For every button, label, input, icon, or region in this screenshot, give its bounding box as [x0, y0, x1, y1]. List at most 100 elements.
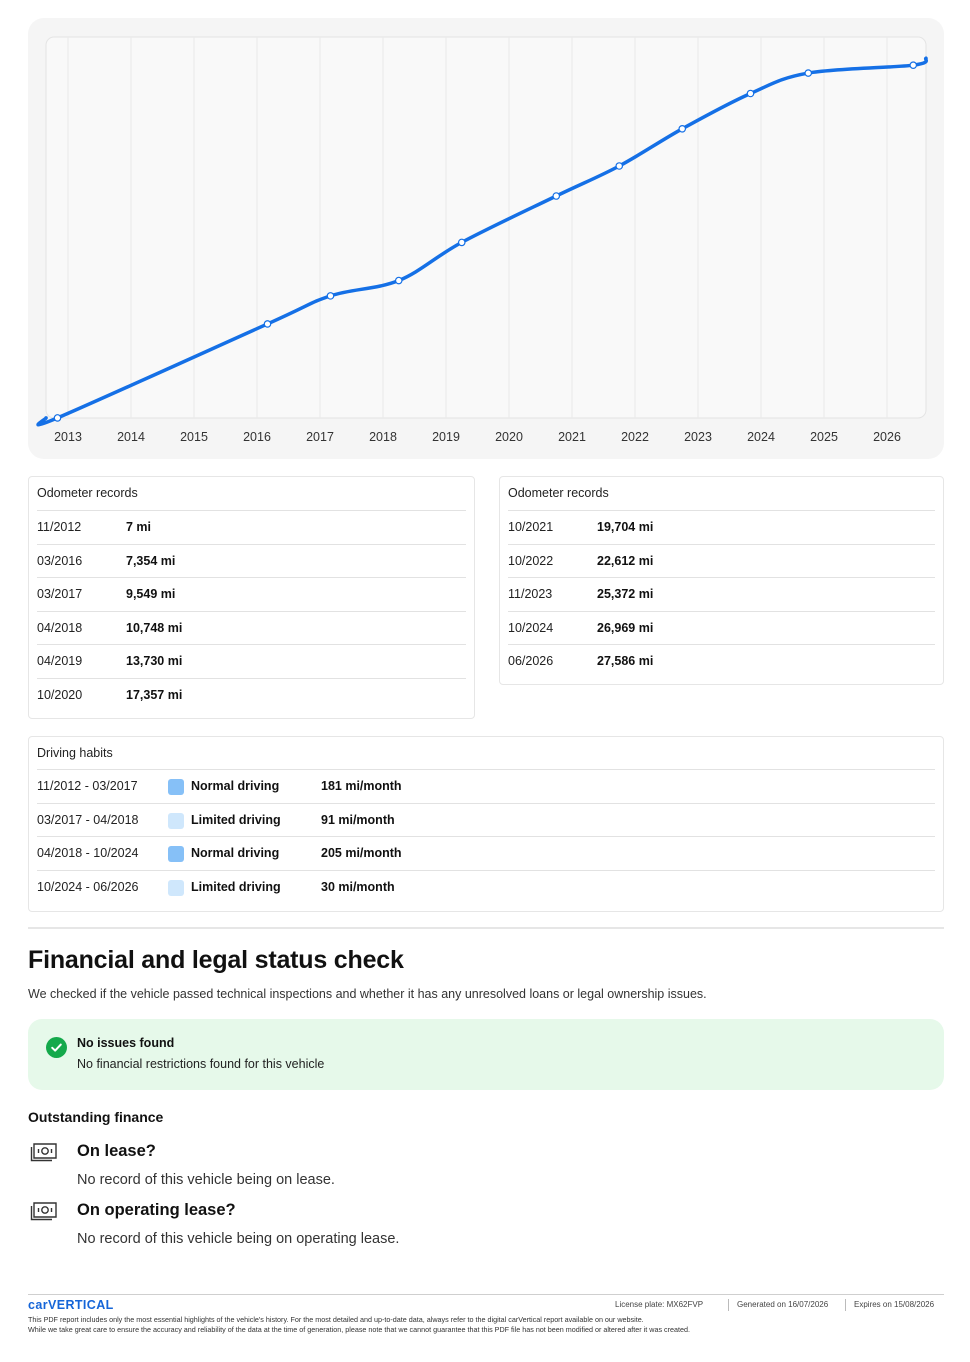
- odometer-chart: 2013 2014 2015 2016 2017 2018 2019 2020 2021 2022…: [28, 18, 944, 459]
- record-date: 03/2016: [37, 553, 83, 568]
- data-point: [394, 276, 403, 285]
- disclaimer-line-1: This PDF report includes only the most e…: [28, 1315, 644, 1324]
- record-date: 03/2017: [37, 587, 83, 601]
- on-operating-lease-title: On operating lease?: [77, 1201, 236, 1219]
- record-mileage: 13,730 mi: [126, 654, 183, 668]
- record-mileage: 10,748 mi: [126, 620, 183, 635]
- x-tick-label: 2016: [243, 430, 271, 444]
- record-date: 10/2022: [508, 553, 554, 568]
- x-tick-label: 2017: [306, 430, 334, 444]
- x-tick-label: 2026: [873, 430, 901, 444]
- habit-kind: Normal driving: [191, 779, 280, 793]
- data-point: [326, 292, 335, 300]
- section-divider: [28, 927, 944, 929]
- footer-divider: [28, 1294, 944, 1295]
- record-date: 11/2012: [37, 520, 82, 534]
- habit-rate: 205 mi/month: [321, 846, 402, 860]
- plot-area: [45, 36, 927, 419]
- table-row: 10/2024 - 06/2026 Limited driving 30 mi/mo…: [37, 869, 935, 904]
- record-mileage: 7,354 mi: [126, 553, 176, 568]
- odometer-chart-svg: 2013 2014 2015 2016 2017 2018 2019 2020 2021 2022…: [36, 36, 928, 444]
- habit-color-swatch: [168, 879, 184, 896]
- table-row: 03/2017 9,549 mi: [37, 577, 466, 611]
- habit-kind: Limited driving: [191, 812, 281, 827]
- table-row: 06/2026 27,586 mi: [508, 644, 935, 678]
- habit-period: 04/2018 - 10/2024: [37, 846, 139, 860]
- record-date: 11/2023: [508, 587, 553, 601]
- x-tick-label: 2025: [810, 430, 838, 444]
- data-point: [615, 162, 624, 170]
- data-point: [746, 89, 755, 98]
- x-tick-label: 2020: [495, 430, 523, 444]
- table-row: 10/2024 26,969 mi: [508, 610, 935, 645]
- habit-rate: 181 mi/month: [321, 779, 402, 793]
- data-point: [457, 238, 466, 247]
- odometer-records-title: Odometer records: [508, 486, 609, 500]
- table-row: 03/2017 - 04/2018 Limited driving 91 mi/mo…: [37, 802, 935, 837]
- odometer-records-table-left: Odometer records 11/2012 7 mi 03/2016 7,354…: [28, 476, 475, 719]
- record-date: 06/2026: [508, 654, 554, 668]
- data-point: [552, 192, 561, 200]
- data-point: [909, 61, 918, 69]
- disclaimer-line-2: While we take great care to ensure the a…: [28, 1325, 691, 1334]
- data-point: [804, 69, 813, 77]
- on-lease-title: On lease?: [77, 1142, 156, 1160]
- status-title: No issues found: [77, 1036, 175, 1050]
- record-date: 04/2018: [37, 620, 83, 635]
- habit-color-swatch: [168, 812, 184, 829]
- license-plate: License plate: MX62FVP: [615, 1300, 704, 1309]
- record-mileage: 25,372 mi: [597, 587, 654, 601]
- table-row: 03/2016 7,354 mi: [37, 543, 466, 578]
- record-mileage: 19,704 mi: [597, 520, 654, 534]
- habit-period: 11/2012 - 03/2017: [37, 779, 138, 793]
- meta-separator: [845, 1299, 846, 1311]
- data-point: [678, 124, 687, 133]
- x-tick-label: 2015: [180, 430, 208, 444]
- record-mileage: 9,549 mi: [126, 587, 176, 601]
- section-description: We checked if the vehicle passed technic…: [28, 987, 707, 1001]
- x-tick-label: 2014: [117, 430, 145, 444]
- section-title: Financial and legal status check: [28, 946, 404, 974]
- carvertical-logo: carVERTICAL: [28, 1298, 114, 1312]
- banknote-icon: [30, 1140, 60, 1162]
- table-row: 10/2020 17,357 mi: [37, 677, 466, 712]
- table-row: 11/2012 - 03/2017 Normal driving 181 mi/mo…: [37, 769, 935, 803]
- driving-habits-title: Driving habits: [37, 746, 113, 760]
- table-row: 11/2023 25,372 mi: [508, 577, 935, 611]
- record-mileage: 7 mi: [126, 520, 152, 534]
- x-tick-label: 2023: [684, 430, 712, 444]
- generated-date: Generated on 16/07/2026: [737, 1300, 829, 1309]
- table-row: 04/2019 13,730 mi: [37, 644, 466, 678]
- table-row: 11/2012 7 mi: [37, 510, 466, 544]
- table-row: 10/2022 22,612 mi: [508, 543, 935, 578]
- habit-kind: Normal driving: [191, 846, 280, 860]
- x-tick-label: 2018: [369, 430, 397, 444]
- record-mileage: 22,612 mi: [597, 553, 654, 568]
- habit-color-swatch: [168, 846, 184, 862]
- x-tick-label: 2022: [621, 430, 649, 444]
- table-row: 10/2021 19,704 mi: [508, 510, 935, 544]
- record-date: 10/2020: [37, 687, 83, 702]
- table-row: 04/2018 - 10/2024 Normal driving 205 mi/mo…: [37, 836, 935, 870]
- habit-color-swatch: [168, 779, 184, 795]
- status-subtitle: No financial restrictions found for this…: [77, 1057, 325, 1071]
- banknote-icon: [30, 1199, 60, 1221]
- habit-rate: 30 mi/month: [321, 879, 395, 894]
- x-tick-label: 2024: [747, 430, 775, 444]
- habit-kind: Limited driving: [191, 879, 281, 894]
- x-tick-label: 2013: [54, 430, 82, 444]
- data-point: [53, 414, 62, 422]
- driving-habits-table: Driving habits 11/2012 - 03/2017 Normal d…: [28, 736, 944, 912]
- record-mileage: 26,969 mi: [597, 620, 654, 635]
- outstanding-finance-heading: Outstanding finance: [28, 1109, 164, 1125]
- record-date: 04/2019: [37, 654, 83, 668]
- record-mileage: 27,586 mi: [597, 654, 654, 668]
- x-tick-label: 2019: [432, 430, 460, 444]
- habit-rate: 91 mi/month: [321, 812, 395, 827]
- status-box: No issues found No financial restriction…: [28, 1019, 944, 1090]
- on-lease-description: No record of this vehicle being on lease…: [77, 1172, 335, 1188]
- record-date: 10/2021: [508, 520, 554, 534]
- odometer-records-table-right: Odometer records 10/2021 19,704 mi 10/2022…: [499, 476, 944, 685]
- expires-date: Expires on 15/08/2026: [854, 1300, 935, 1309]
- record-mileage: 17,357 mi: [126, 687, 183, 702]
